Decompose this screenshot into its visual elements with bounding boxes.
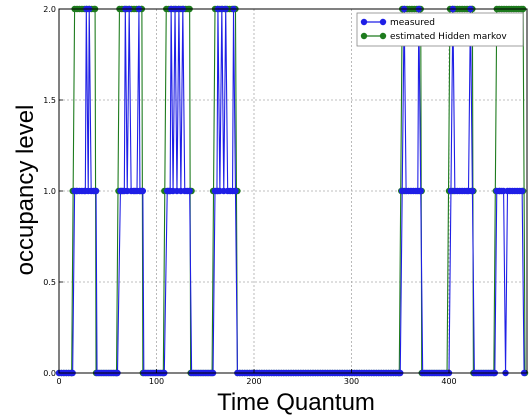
y-tick-label-0: 0.0: [43, 369, 56, 378]
legend-marker-estimated-a: [360, 32, 368, 40]
y-tick-label-1: 0.5: [43, 278, 56, 287]
y-tick-label-3: 1.5: [43, 96, 56, 105]
axis-ticks: 0 100 200 300 400 0.0 0.5 1.0 1.5 2.0: [43, 5, 456, 386]
y-tick-label-4: 2.0: [43, 5, 56, 14]
data-point: [139, 187, 147, 195]
legend-box: [356, 12, 524, 47]
x-tick-label-2: 200: [246, 377, 261, 386]
data-point: [518, 187, 526, 195]
x-tick-label-3: 300: [344, 377, 359, 386]
data-point: [92, 187, 100, 195]
legend-label-measured: measured: [390, 18, 435, 28]
data-point: [469, 187, 476, 195]
x-tick-label-1: 100: [149, 377, 164, 386]
legend-marker-measured-a: [360, 18, 368, 26]
legend-marker-measured-b: [379, 18, 387, 26]
y-tick-label-2: 1.0: [43, 187, 56, 196]
legend-label-estimated: estimated Hidden markov: [390, 32, 507, 42]
data-point: [186, 187, 193, 195]
legend-marker-estimated-b: [379, 32, 387, 40]
legend: measured estimated Hidden markov: [356, 12, 524, 47]
data-point: [232, 187, 239, 195]
y-axis-title: occupancy level: [12, 105, 39, 276]
data-point: [417, 187, 424, 195]
x-tick-label-4: 400: [441, 377, 456, 386]
x-tick-label-0: 0: [56, 377, 61, 386]
x-axis-title: Time Quantum: [217, 389, 375, 416]
